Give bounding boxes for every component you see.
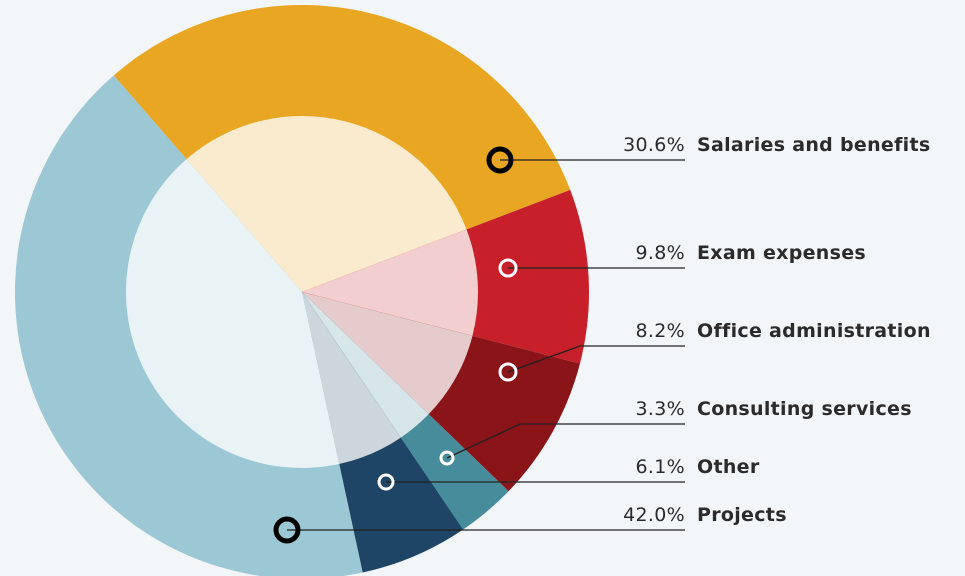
inner-segment (302, 292, 473, 415)
leader-line (507, 345, 685, 373)
percent-label: 9.8% (635, 242, 685, 264)
percent-label: 8.2% (635, 320, 685, 342)
inner-segment (302, 292, 401, 465)
label: 9.8% Exam expenses (605, 239, 952, 268)
inner-segment-tint (125, 159, 340, 469)
percent-label: 6.1% (635, 456, 685, 478)
label: 8.2% Office administration (605, 317, 952, 346)
category-label: Consulting services (697, 398, 912, 420)
marker (273, 516, 301, 544)
percent-label: 3.3% (635, 398, 685, 420)
marker (498, 258, 518, 278)
inner-segment (186, 115, 467, 292)
marker (377, 473, 395, 491)
marker (486, 146, 514, 174)
inner-segment-tint (186, 115, 467, 292)
category-label: Other (697, 456, 760, 478)
inner-segment (125, 159, 340, 469)
label: 30.6% Salaries and benefits (605, 131, 952, 160)
category-label: Exam expenses (697, 242, 867, 264)
leader-line (446, 423, 685, 459)
label: 6.1% Other (605, 453, 952, 482)
inner-segment (302, 229, 479, 336)
category-label: Office administration (697, 320, 931, 342)
percent-label: 42.0% (623, 504, 685, 526)
inner-segment-tint (302, 292, 473, 415)
marker (439, 450, 455, 466)
inner-segment-tint (302, 292, 429, 438)
label: 42.0% Projects (605, 501, 952, 530)
category-label: Projects (697, 504, 787, 526)
inner-segment-tint (302, 229, 479, 336)
percent-label: 30.6% (623, 134, 685, 156)
category-label: Salaries and benefits (697, 134, 931, 156)
label: 3.3% Consulting services (605, 395, 952, 424)
inner-segment (302, 292, 429, 438)
marker (498, 362, 518, 382)
inner-segment-tint (302, 292, 401, 465)
